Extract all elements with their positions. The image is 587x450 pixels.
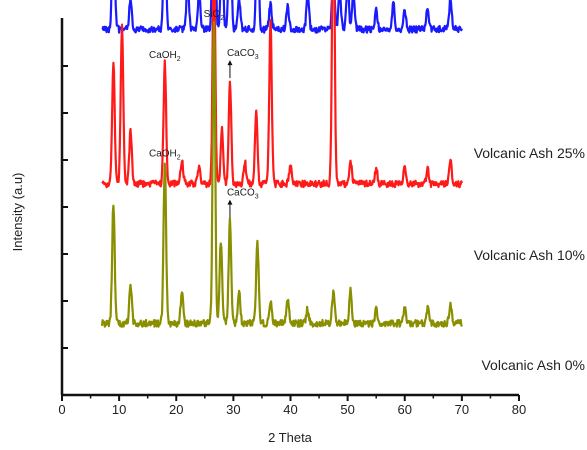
x-axis-title: 2 Theta [268, 430, 313, 445]
annotation-caco-9: CaCO3 [227, 188, 259, 218]
annotation-sio-7: SiO2 [204, 9, 225, 22]
x-tick-label-0: 0 [58, 402, 65, 417]
x-tick-label-30: 30 [226, 402, 240, 417]
series-group [100, 0, 463, 328]
y-axis-title: Intensity (a.u) [10, 173, 25, 252]
annotation-caco-5: CaCO3 [227, 48, 259, 79]
x-tick-label-40: 40 [283, 402, 297, 417]
annotation-subscript: 2 [220, 15, 224, 22]
annotation-arrow-head [227, 60, 233, 66]
annotation-label: CaCO3 [227, 48, 259, 61]
axes: 0 10 20 30 40 50 60 70 80 [58, 18, 526, 417]
x-tick-label-60: 60 [398, 402, 412, 417]
x-tick-label-50: 50 [340, 402, 354, 417]
annotation-subscript: 2 [177, 56, 181, 63]
series-labels: Volcanic Ash 25% Volcanic Ash 10% Volcanic… [474, 145, 585, 373]
annotation-label: CaOH2 [149, 148, 181, 161]
x-tick-label-10: 10 [112, 402, 126, 417]
annotation-label: CaOH2 [149, 50, 181, 63]
series-line-1 [101, 0, 463, 189]
annotation-arrow-head [227, 199, 233, 205]
x-tick-label-20: 20 [169, 402, 183, 417]
series-label-1: Volcanic Ash 10% [474, 247, 585, 263]
annotation-subscript: 3 [255, 54, 259, 61]
series-label-0: Volcanic Ash 25% [474, 145, 585, 161]
annotation-caoh-8: CaOH2 [149, 148, 181, 161]
x-tick-label-80: 80 [512, 402, 526, 417]
x-tick-label-70: 70 [455, 402, 469, 417]
peak-annotations: SiO2CaOH2CaCO3SiO2CaOH2CaCO3NiSi2SiO2CaO… [149, 9, 259, 218]
series-line-2 [100, 21, 463, 328]
annotation-caoh-4: CaOH2 [149, 50, 181, 63]
annotation-label: SiO2 [204, 9, 225, 22]
annotation-subscript: 3 [255, 194, 259, 201]
annotation-subscript: 2 [177, 154, 181, 161]
series-label-2: Volcanic Ash 0% [481, 357, 585, 373]
series-line-0 [101, 0, 463, 34]
annotation-label: CaCO3 [227, 188, 259, 201]
